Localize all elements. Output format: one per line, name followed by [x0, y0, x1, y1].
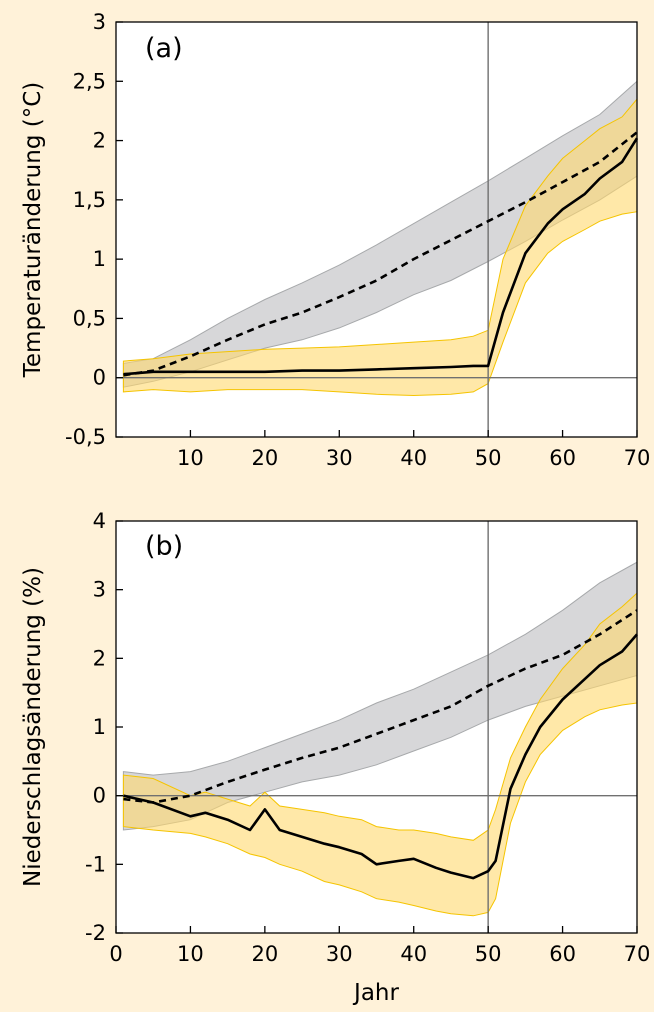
plot-frame	[115, 21, 638, 438]
y-tick-label: 1,5	[73, 188, 106, 212]
temperature-panel: 10 20 30 40 50 60 70 -0,5 0 0,5 1 1,5 2 2,5 3 (a) Temp…	[20, 10, 650, 470]
x-tick-label: 40	[400, 942, 427, 966]
x-tick-label: 40	[400, 446, 427, 470]
y-tick-label: 1	[93, 247, 106, 271]
y-axis-label: Niederschlagsänderung (%)	[20, 567, 46, 887]
y-tick-label: 0,5	[73, 306, 106, 330]
y-tick-label: 2	[93, 646, 106, 670]
y-tick-label: -0,5	[65, 425, 106, 449]
dashed-series-line	[123, 609, 638, 804]
precipitation-panel: 0 10 20 30 40 50 60 70 -2 -1 0 1 2 3 4 (b) Niederschla…	[20, 509, 650, 1006]
x-tick-label: 70	[624, 446, 651, 470]
x-tick-label: 10	[177, 446, 204, 470]
y-tick-label: 1	[93, 715, 106, 739]
x-tick-label: 30	[326, 446, 353, 470]
x-tick-label: 20	[251, 446, 278, 470]
x-tick-label: 30	[326, 942, 353, 966]
y-tick-label: -1	[85, 852, 106, 876]
x-tick-label: 70	[624, 942, 651, 966]
x-tick-label: 0	[109, 942, 122, 966]
y-tick-label: 3	[93, 578, 106, 602]
panel-label: (b)	[145, 531, 183, 562]
x-tick-label: 60	[549, 446, 576, 470]
x-tick-label: 10	[177, 942, 204, 966]
y-axis-label: Temperaturänderung (°C)	[20, 82, 46, 379]
y-tick-label: 0	[93, 784, 106, 808]
solid-series-line	[123, 633, 638, 880]
y-tick-label: 2,5	[73, 69, 106, 93]
y-tick-label: 0	[93, 366, 106, 390]
x-tick-label: 60	[549, 942, 576, 966]
solid-series-line	[123, 137, 639, 376]
y-tick-label: 4	[93, 509, 106, 533]
y-tick-label: 2	[93, 129, 106, 153]
y-tick-label: -2	[85, 921, 106, 945]
x-tick-label: 50	[475, 942, 502, 966]
y-tick-label: 3	[93, 10, 106, 34]
panel-label: (a)	[145, 33, 183, 64]
x-tick-label: 50	[475, 446, 502, 470]
x-axis-label: Jahr	[352, 980, 399, 1006]
x-tick-label: 20	[251, 942, 278, 966]
